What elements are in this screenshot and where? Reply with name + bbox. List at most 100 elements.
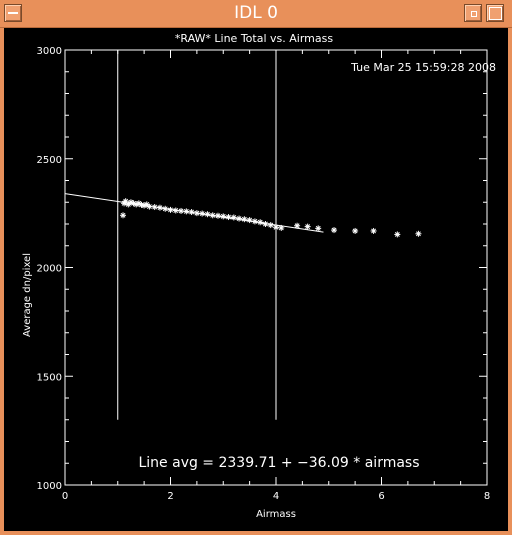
y-tick-label: 1000 xyxy=(37,481,62,492)
data-point xyxy=(394,231,401,238)
data-point-stroke xyxy=(128,199,134,205)
data-point-stroke xyxy=(247,217,253,223)
airmass-chart: *RAW* Line Total vs. Airmass Tue Mar 25 … xyxy=(22,32,496,520)
data-point-stroke xyxy=(231,215,237,220)
y-tick-label: 2500 xyxy=(37,155,62,166)
minimize-icon xyxy=(471,11,477,17)
data-point xyxy=(352,227,359,234)
x-axis-label: Airmass xyxy=(256,509,296,520)
data-point xyxy=(246,217,253,224)
data-point-stroke xyxy=(194,210,200,216)
data-point xyxy=(225,214,232,221)
data-point xyxy=(172,207,179,214)
data-point xyxy=(304,223,311,230)
data-point-stroke xyxy=(189,209,195,215)
data-point-stroke xyxy=(352,228,358,234)
maximize-button[interactable] xyxy=(486,4,504,22)
data-point xyxy=(193,210,200,217)
title-bar[interactable]: IDL 0 xyxy=(0,0,512,28)
data-point xyxy=(167,206,174,213)
data-point xyxy=(278,224,285,231)
data-point-stroke xyxy=(273,224,279,230)
maximize-icon xyxy=(489,7,502,20)
y-tick-label: 1500 xyxy=(37,372,62,383)
data-point xyxy=(230,214,237,221)
data-point-stroke xyxy=(123,198,129,204)
data-point xyxy=(183,208,190,215)
data-point xyxy=(251,218,258,225)
data-point xyxy=(236,215,243,222)
x-tick-label: 4 xyxy=(273,491,279,502)
data-point-stroke xyxy=(220,213,226,219)
data-point xyxy=(262,221,269,227)
chart-title: *RAW* Line Total vs. Airmass xyxy=(175,32,333,45)
data-point-stroke xyxy=(415,231,421,237)
data-point xyxy=(273,224,279,231)
data-point xyxy=(315,225,322,232)
plot-area: *RAW* Line Total vs. Airmass Tue Mar 25 … xyxy=(4,28,508,531)
data-point xyxy=(415,230,422,237)
data-point-stroke xyxy=(371,228,377,234)
data-point-stroke xyxy=(241,216,247,222)
data-point xyxy=(156,204,163,211)
data-point-stroke xyxy=(294,223,300,229)
data-point-stroke xyxy=(305,224,311,230)
x-tick-label: 6 xyxy=(378,491,384,502)
data-point xyxy=(267,222,274,229)
chart-timestamp: Tue Mar 25 15:59:28 2008 xyxy=(350,61,496,74)
minimize-button[interactable] xyxy=(464,4,482,22)
data-point xyxy=(188,209,195,216)
window-menu-button[interactable] xyxy=(4,4,22,22)
data-point-stroke xyxy=(162,206,168,212)
data-point-stroke xyxy=(152,204,158,210)
data-point-stroke xyxy=(178,208,184,214)
data-points xyxy=(120,198,422,238)
window-title: IDL 0 xyxy=(234,3,278,23)
data-point xyxy=(204,211,211,218)
data-point-stroke xyxy=(139,202,144,208)
y-axis-label: Average dn/pixel xyxy=(22,253,33,337)
data-point xyxy=(151,204,158,211)
vertical-markers xyxy=(117,50,277,420)
data-point-stroke xyxy=(120,212,126,218)
axis-ticks: 0 2 4 6 8 1000 1500 2000 2500 3000 xyxy=(37,46,491,502)
data-point xyxy=(220,213,227,220)
data-point-stroke xyxy=(215,213,221,219)
data-point-stroke xyxy=(136,200,142,206)
data-point-stroke xyxy=(262,221,268,227)
data-point xyxy=(178,207,185,214)
data-point-stroke xyxy=(252,218,258,224)
data-point-stroke xyxy=(226,214,231,220)
y-tick-label: 3000 xyxy=(37,46,62,57)
data-point xyxy=(294,222,301,229)
data-point-stroke xyxy=(183,208,189,214)
fit-equation-label: Line avg = 2339.71 + −36.09 * airmass xyxy=(138,455,419,471)
data-point xyxy=(257,219,264,226)
data-point-stroke xyxy=(257,219,263,225)
data-point-stroke xyxy=(173,208,179,213)
data-point-stroke xyxy=(210,212,216,218)
data-point-stroke xyxy=(394,231,400,237)
x-tick-label: 8 xyxy=(484,491,490,502)
data-point xyxy=(120,212,127,219)
data-point-stroke xyxy=(268,222,274,228)
data-point-stroke xyxy=(146,204,152,210)
y-tick-label: 2000 xyxy=(37,264,62,275)
data-point xyxy=(209,212,216,219)
data-point-stroke xyxy=(199,211,205,217)
data-point xyxy=(199,210,206,217)
data-point-stroke xyxy=(168,207,173,213)
window-menu-icon xyxy=(8,12,18,14)
x-tick-label: 2 xyxy=(167,491,173,502)
data-point xyxy=(331,227,338,234)
data-point xyxy=(241,216,248,223)
data-point-stroke xyxy=(131,200,137,206)
x-tick-label: 0 xyxy=(62,491,68,502)
data-point-stroke xyxy=(315,225,321,231)
data-point xyxy=(214,212,221,219)
data-point-stroke xyxy=(236,216,242,222)
data-point-stroke xyxy=(144,201,150,207)
data-point-stroke xyxy=(157,205,163,211)
data-point-stroke xyxy=(204,211,210,217)
